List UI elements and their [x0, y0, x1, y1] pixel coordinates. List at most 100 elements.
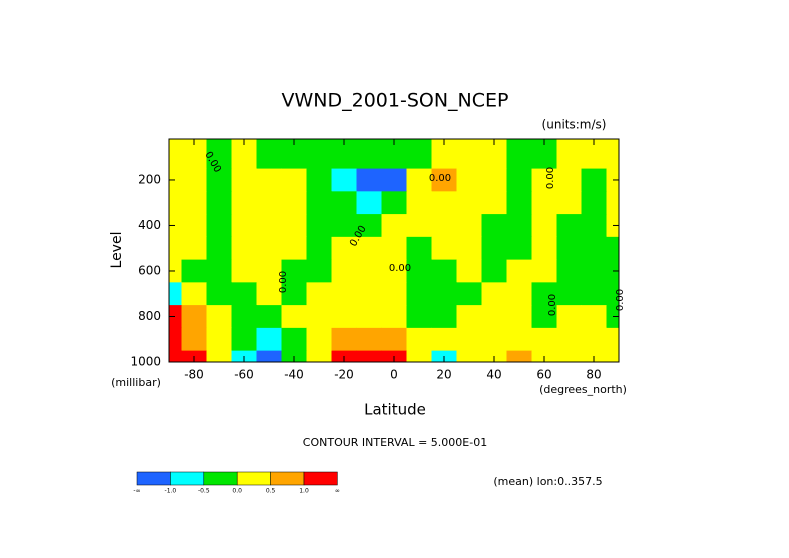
x-tick-label: -80 — [184, 368, 204, 382]
contour-cell — [181, 236, 207, 261]
colorbar-label: -1.0 — [165, 488, 177, 495]
contour-cell — [256, 168, 282, 192]
contour-cell — [356, 305, 382, 329]
contour-cell — [506, 350, 532, 363]
contour-cell — [556, 214, 582, 238]
annotation: (mean) lon:0..357.5 — [493, 475, 602, 488]
contour-cell — [481, 327, 507, 352]
contour-cell — [356, 259, 382, 283]
contour-interval: CONTOUR INTERVAL = 5.000E-01 — [303, 436, 487, 449]
contour-cell — [481, 191, 507, 215]
colorbar-swatch — [203, 471, 238, 486]
contour-cell — [531, 236, 557, 261]
contour-cell — [456, 191, 482, 215]
contour-cell — [581, 214, 607, 238]
contour-cell — [556, 350, 582, 363]
contour-cell — [181, 214, 207, 238]
contour-cell — [169, 282, 182, 306]
contour-cell — [431, 282, 457, 306]
contour-cell — [506, 139, 532, 170]
contour-cell — [281, 214, 307, 238]
contour-cell — [456, 259, 482, 283]
contour-cell — [406, 168, 432, 192]
contour-cell — [431, 191, 457, 215]
contour-cell — [531, 191, 557, 215]
contour-cell — [556, 139, 582, 170]
contour-cell — [431, 236, 457, 261]
contour-cell — [356, 139, 382, 170]
contour-cell — [206, 305, 232, 329]
contour-cell — [331, 168, 357, 192]
contour-cell — [356, 214, 382, 238]
colorbar-label: -0.5 — [198, 488, 210, 495]
contour-cell — [181, 168, 207, 192]
x-tick-label: 20 — [436, 368, 451, 382]
contour-cell — [206, 168, 232, 192]
contour-cell — [331, 305, 357, 329]
contour-cell — [206, 282, 232, 306]
contour-cell — [356, 236, 382, 261]
contour-cell — [381, 282, 407, 306]
contour-label: 0.00 — [547, 294, 558, 316]
contour-cell — [506, 282, 532, 306]
contour-cell — [456, 327, 482, 352]
contour-label: 0.00 — [389, 263, 411, 274]
contour-cell — [356, 350, 382, 363]
contour-cell — [406, 214, 432, 238]
contour-cell — [581, 259, 607, 283]
contour-cell — [256, 139, 282, 170]
x-tick-label: 80 — [586, 368, 601, 382]
contour-cell — [256, 327, 282, 352]
contour-cell — [356, 327, 382, 352]
contour-cell — [556, 236, 582, 261]
contour-cell — [206, 327, 232, 352]
x-axis-unit: (degrees_north) — [539, 383, 627, 396]
contour-cell — [406, 139, 432, 170]
contour-cell — [281, 327, 307, 352]
contour-cell — [381, 259, 407, 283]
contour-cell — [381, 327, 407, 352]
contour-cell — [331, 259, 357, 283]
contour-cell — [431, 168, 457, 192]
contour-cell — [306, 305, 332, 329]
contour-cell — [206, 139, 232, 170]
contour-cell — [506, 236, 532, 261]
contour-cell — [581, 305, 607, 329]
contour-cell — [169, 259, 182, 283]
contour-cell — [169, 236, 182, 261]
colorbar-swatch — [170, 471, 205, 486]
contour-cell — [556, 259, 582, 283]
contour-cell — [256, 191, 282, 215]
contour-cell — [356, 191, 382, 215]
contour-cell — [231, 191, 257, 215]
chart-title: VWND_2001-SON_NCEP — [281, 90, 508, 112]
contour-label: 0.00 — [615, 289, 626, 311]
contour-cell — [456, 350, 482, 363]
contour-cell — [406, 282, 432, 306]
contour-cell — [406, 236, 432, 261]
contour-cell — [606, 350, 620, 363]
contour-cell — [331, 191, 357, 215]
contour-cell — [206, 259, 232, 283]
contour-cell — [506, 305, 532, 329]
contour-cell — [606, 282, 620, 306]
contour-cell — [306, 168, 332, 192]
y-tick-label: 800 — [138, 309, 161, 323]
colorbar-label: 0.0 — [232, 488, 242, 495]
contour-cell — [481, 236, 507, 261]
contour-cell — [181, 327, 207, 352]
contour-cell — [206, 191, 232, 215]
contour-cell — [556, 327, 582, 352]
contour-cell — [481, 305, 507, 329]
contour-cell — [331, 282, 357, 306]
contour-cell — [431, 214, 457, 238]
contour-cell — [256, 305, 282, 329]
contour-cell — [306, 139, 332, 170]
contour-cell — [169, 168, 182, 192]
contour-cell — [231, 236, 257, 261]
y-tick-label: 200 — [138, 172, 161, 186]
y-tick-label: 1000 — [130, 355, 161, 369]
contour-cell — [231, 305, 257, 329]
contour-cell — [581, 168, 607, 192]
